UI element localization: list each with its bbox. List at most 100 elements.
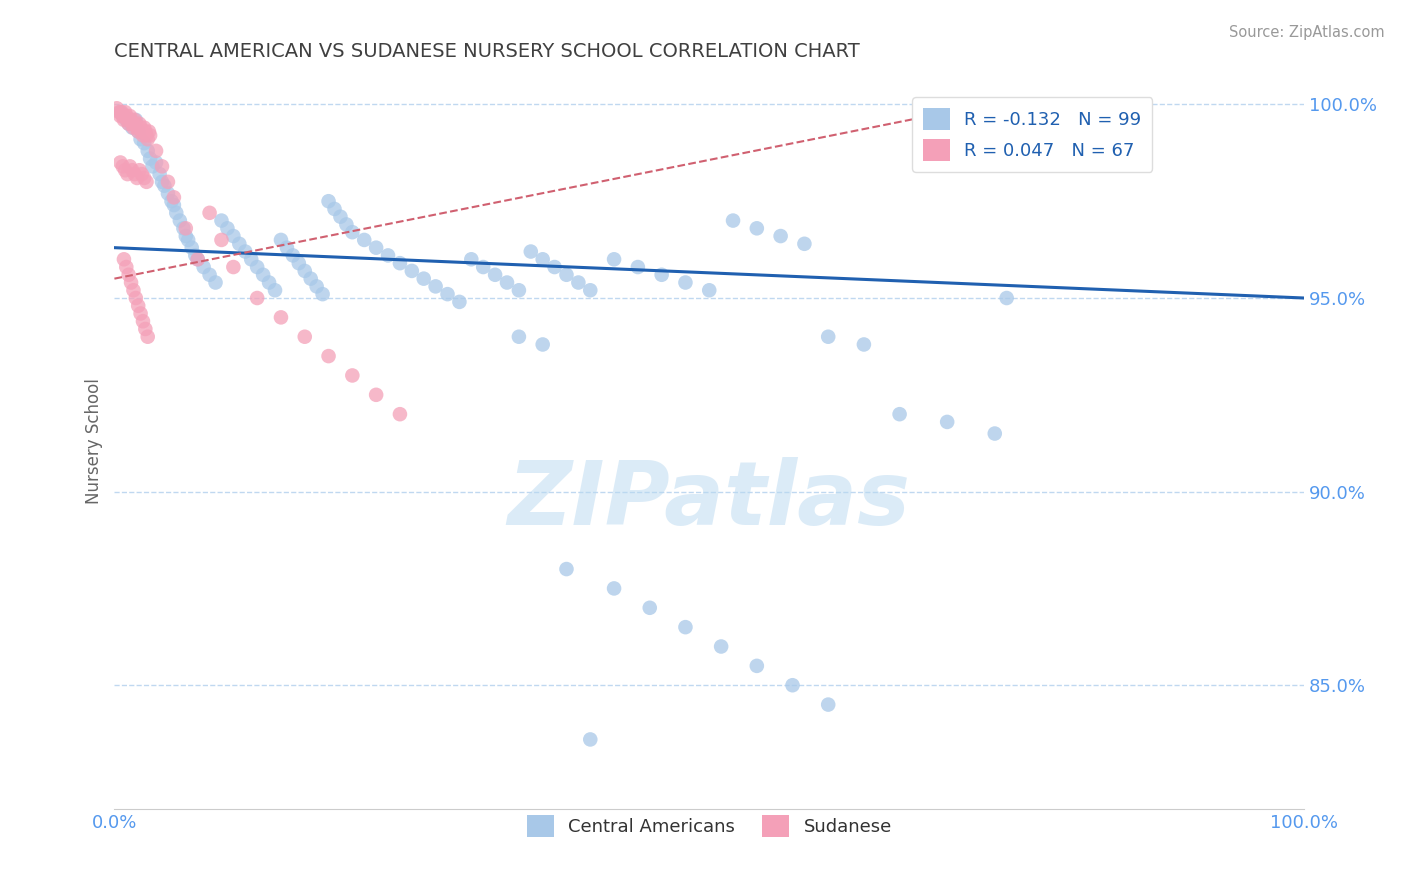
Point bbox=[508, 283, 530, 297]
Point bbox=[460, 252, 482, 267]
Point bbox=[555, 268, 578, 282]
Point bbox=[149, 167, 172, 181]
Point bbox=[135, 175, 157, 189]
Point bbox=[110, 109, 132, 123]
Point bbox=[246, 260, 269, 274]
Point bbox=[118, 160, 141, 174]
Point bbox=[121, 120, 143, 135]
Point bbox=[187, 252, 209, 267]
Point bbox=[112, 252, 135, 267]
Point bbox=[294, 330, 316, 344]
Point bbox=[222, 229, 245, 244]
Point bbox=[110, 105, 132, 120]
Point bbox=[995, 291, 1018, 305]
Point bbox=[567, 276, 589, 290]
Point bbox=[710, 640, 733, 654]
Point bbox=[472, 260, 495, 274]
Point bbox=[638, 600, 661, 615]
Text: CENTRAL AMERICAN VS SUDANESE NURSERY SCHOOL CORRELATION CHART: CENTRAL AMERICAN VS SUDANESE NURSERY SCH… bbox=[114, 42, 860, 61]
Legend: Central Americans, Sudanese: Central Americans, Sudanese bbox=[519, 808, 898, 844]
Point bbox=[124, 112, 146, 127]
Point bbox=[128, 163, 150, 178]
Point bbox=[675, 276, 697, 290]
Point bbox=[425, 279, 447, 293]
Y-axis label: Nursery School: Nursery School bbox=[86, 378, 103, 504]
Point bbox=[579, 283, 602, 297]
Point bbox=[132, 128, 155, 143]
Point bbox=[651, 268, 673, 282]
Point bbox=[172, 221, 194, 235]
Point bbox=[228, 236, 250, 251]
Point bbox=[782, 678, 804, 692]
Point bbox=[110, 105, 132, 120]
Point bbox=[125, 171, 148, 186]
Point bbox=[204, 276, 226, 290]
Point bbox=[240, 252, 263, 267]
Point bbox=[198, 268, 221, 282]
Point bbox=[139, 128, 162, 143]
Point bbox=[603, 582, 626, 596]
Point bbox=[401, 264, 423, 278]
Point bbox=[323, 202, 346, 216]
Point bbox=[184, 248, 207, 262]
Point bbox=[388, 407, 411, 421]
Text: Source: ZipAtlas.com: Source: ZipAtlas.com bbox=[1229, 25, 1385, 40]
Point bbox=[118, 109, 141, 123]
Point bbox=[121, 163, 143, 178]
Point bbox=[217, 221, 239, 235]
Point bbox=[270, 310, 292, 325]
Point bbox=[134, 322, 156, 336]
Point bbox=[111, 109, 134, 123]
Point bbox=[128, 117, 150, 131]
Point bbox=[211, 213, 233, 227]
Point bbox=[294, 264, 316, 278]
Point bbox=[129, 306, 152, 320]
Point bbox=[193, 260, 215, 274]
Point bbox=[165, 206, 187, 220]
Point bbox=[270, 233, 292, 247]
Point bbox=[120, 112, 142, 127]
Point bbox=[169, 213, 191, 227]
Point bbox=[127, 299, 149, 313]
Point bbox=[125, 117, 148, 131]
Point bbox=[436, 287, 458, 301]
Point bbox=[117, 167, 139, 181]
Point bbox=[627, 260, 650, 274]
Point bbox=[136, 144, 159, 158]
Point bbox=[543, 260, 565, 274]
Point bbox=[129, 132, 152, 146]
Point bbox=[299, 271, 322, 285]
Point bbox=[105, 101, 128, 115]
Point bbox=[508, 330, 530, 344]
Point bbox=[264, 283, 287, 297]
Point bbox=[156, 186, 179, 201]
Point bbox=[579, 732, 602, 747]
Point bbox=[177, 233, 200, 247]
Point bbox=[377, 248, 399, 262]
Point bbox=[163, 190, 186, 204]
Point bbox=[150, 160, 173, 174]
Point bbox=[138, 124, 160, 138]
Point bbox=[335, 218, 357, 232]
Point bbox=[111, 160, 134, 174]
Point bbox=[496, 276, 519, 290]
Point bbox=[984, 426, 1007, 441]
Point bbox=[817, 330, 839, 344]
Point bbox=[174, 229, 197, 244]
Point bbox=[114, 163, 136, 178]
Point bbox=[388, 256, 411, 270]
Point bbox=[110, 155, 132, 169]
Point bbox=[112, 109, 135, 123]
Point bbox=[115, 109, 138, 123]
Point bbox=[769, 229, 792, 244]
Point bbox=[793, 236, 815, 251]
Point bbox=[353, 233, 375, 247]
Point bbox=[889, 407, 911, 421]
Point bbox=[114, 105, 136, 120]
Point bbox=[675, 620, 697, 634]
Point bbox=[745, 658, 768, 673]
Point bbox=[721, 213, 744, 227]
Point bbox=[150, 175, 173, 189]
Point bbox=[141, 160, 163, 174]
Point bbox=[136, 330, 159, 344]
